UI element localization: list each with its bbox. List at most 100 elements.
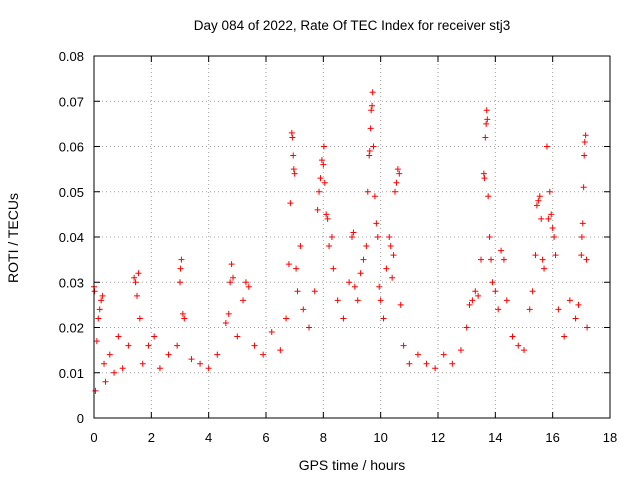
data-point: [240, 297, 247, 304]
y-tick-label: 0.03: [59, 275, 84, 290]
data-point: [449, 360, 456, 367]
data-point: [297, 243, 304, 250]
data-point: [99, 292, 106, 299]
data-point: [291, 170, 298, 177]
x-axis-label: GPS time / hours: [299, 457, 406, 473]
data-point: [102, 378, 109, 385]
data-point: [91, 288, 98, 295]
data-point: [132, 279, 139, 286]
data-point: [318, 157, 325, 164]
data-point: [549, 224, 556, 231]
data-point: [423, 360, 430, 367]
data-point: [535, 197, 542, 204]
data-point: [580, 184, 587, 191]
data-point: [538, 215, 545, 222]
data-point: [509, 333, 516, 340]
data-point: [225, 310, 232, 317]
x-tick-label: 0: [90, 430, 97, 445]
data-point: [582, 132, 589, 139]
data-point: [289, 134, 296, 141]
data-point: [373, 220, 380, 227]
data-point: [495, 306, 502, 313]
data-point: [316, 188, 323, 195]
data-point: [290, 152, 297, 159]
data-point: [251, 342, 258, 349]
data-point: [317, 175, 324, 182]
data-point: [466, 301, 473, 308]
data-point: [529, 288, 536, 295]
y-tick-label: 0.04: [59, 230, 84, 245]
data-point: [260, 351, 267, 358]
data-point: [242, 279, 249, 286]
data-point: [539, 256, 546, 263]
data-point: [485, 193, 492, 200]
data-point: [483, 120, 490, 127]
axis-ticks: [93, 55, 611, 419]
data-point: [583, 256, 590, 263]
data-point: [371, 193, 378, 200]
x-tick-label: 18: [603, 430, 617, 445]
data-point: [584, 324, 591, 331]
data-point: [340, 315, 347, 322]
data-point: [390, 252, 397, 259]
data-point: [526, 306, 533, 313]
data-point: [551, 234, 558, 240]
data-point: [566, 297, 573, 304]
data-point: [482, 134, 489, 141]
data-point: [230, 274, 237, 281]
data-point: [357, 270, 364, 277]
data-point: [346, 279, 353, 286]
data-point: [376, 283, 383, 290]
data-point: [245, 283, 252, 290]
data-point: [579, 220, 586, 227]
data-point: [139, 360, 146, 367]
data-point: [287, 200, 294, 207]
data-point: [96, 306, 103, 313]
data-point: [354, 297, 361, 304]
data-point: [165, 351, 172, 358]
data-point: [521, 347, 527, 354]
data-point: [581, 138, 588, 145]
data-point: [481, 175, 488, 182]
data-points: [91, 89, 591, 394]
data-point: [561, 333, 568, 340]
data-point: [369, 102, 376, 109]
data-point: [334, 297, 341, 304]
data-point: [548, 211, 555, 218]
data-point: [288, 129, 295, 136]
x-tick-label: 10: [373, 430, 387, 445]
data-point: [145, 342, 152, 349]
data-point: [277, 347, 284, 354]
data-point: [181, 315, 188, 322]
data-point: [393, 179, 400, 186]
data-point: [397, 301, 404, 308]
data-point: [95, 315, 102, 322]
data-point: [546, 188, 553, 195]
x-tick-label: 2: [148, 430, 155, 445]
data-point: [394, 166, 401, 173]
y-tick-label: 0: [77, 411, 84, 426]
data-point: [364, 188, 371, 195]
data-point: [374, 234, 381, 240]
data-point: [197, 360, 204, 367]
data-point: [389, 274, 396, 281]
data-point: [469, 297, 476, 304]
data-point: [323, 211, 330, 218]
data-point: [294, 288, 301, 295]
data-point: [115, 333, 122, 340]
data-point: [572, 315, 579, 322]
data-point: [293, 265, 300, 272]
y-tick-labels: 0 0.01 0.02 0.03 0.04 0.05 0.06 0.07 0.08: [59, 49, 84, 426]
data-point: [330, 265, 337, 272]
data-point: [350, 229, 357, 236]
data-point: [581, 152, 588, 159]
data-point: [366, 148, 373, 155]
data-point: [349, 234, 355, 240]
data-point: [368, 107, 375, 114]
y-tick-label: 0.02: [59, 321, 84, 336]
x-tick-label: 4: [205, 430, 212, 445]
data-point: [380, 315, 387, 322]
data-point: [386, 234, 393, 240]
data-point: [324, 215, 331, 222]
